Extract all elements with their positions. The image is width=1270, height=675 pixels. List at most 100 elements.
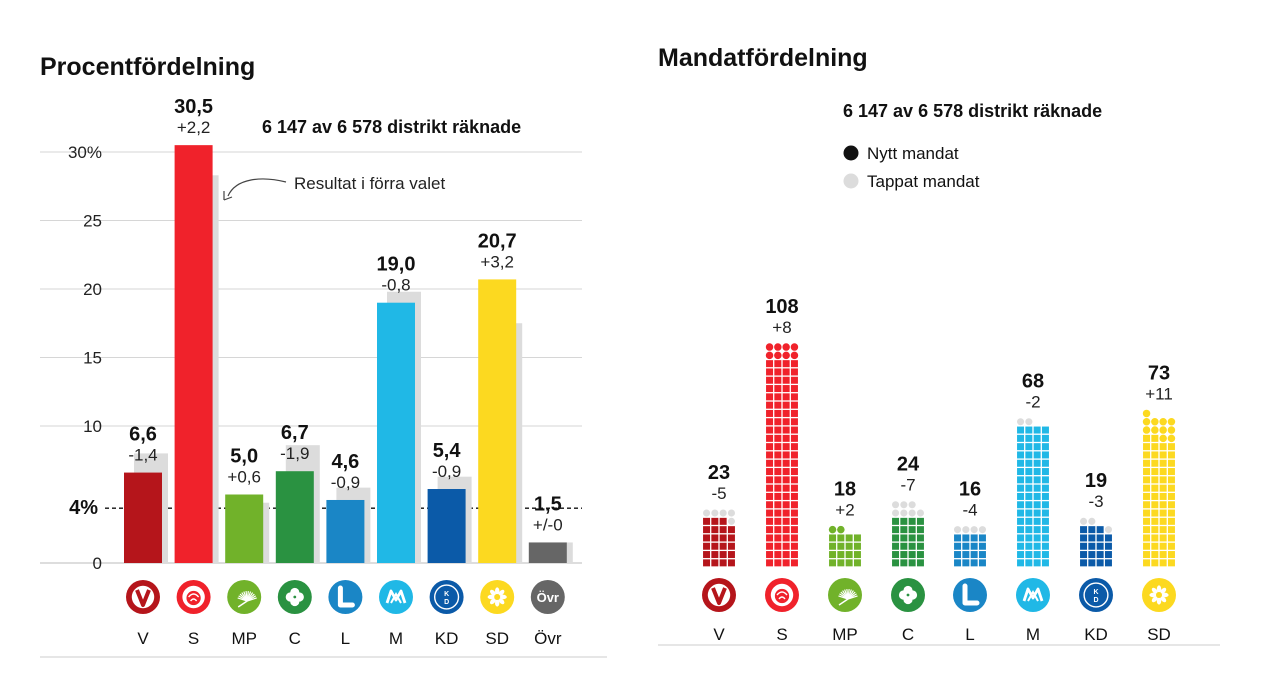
seat-value-MP: 18 — [834, 479, 856, 501]
seat-square-S — [790, 551, 798, 559]
seat-square-M — [1033, 509, 1041, 517]
lost-seat-dot-C — [908, 501, 916, 509]
value-label-KD: 5,4 — [433, 440, 462, 462]
seat-chart-title: Mandatfördelning — [658, 44, 868, 72]
change-label-V: -1,4 — [128, 446, 157, 465]
seat-x-label-SD: SD — [1147, 625, 1171, 644]
lost-seat-dot-L — [978, 526, 986, 534]
new-seat-dot-SD — [1142, 418, 1151, 426]
seat-square-S — [790, 401, 798, 409]
seat-square-S — [790, 542, 798, 550]
seat-square-SD — [1159, 468, 1167, 476]
seat-square-S — [782, 393, 790, 401]
seat-square-C — [892, 526, 900, 534]
seat-square-KD — [1088, 542, 1096, 550]
seat-square-C — [908, 559, 916, 567]
seat-square-S — [766, 368, 774, 376]
kd-logo-d: D — [1093, 597, 1098, 604]
seat-square-KD — [1080, 542, 1088, 550]
seat-square-S — [790, 484, 798, 492]
seat-square-SD — [1151, 559, 1159, 567]
percent-chart-subtitle: 6 147 av 6 578 distrikt räknade — [262, 117, 521, 137]
seat-square-M — [1033, 443, 1041, 451]
seat-square-S — [782, 542, 790, 550]
seat-square-V — [727, 559, 735, 567]
seat-square-C — [916, 534, 924, 542]
seat-square-M — [1033, 551, 1041, 559]
seat-square-C — [892, 534, 900, 542]
ovr-logo-icon: Övr — [530, 580, 565, 614]
seat-square-S — [766, 526, 774, 534]
seat-square-M — [1041, 434, 1049, 442]
x-label-L: L — [341, 629, 350, 648]
seat-square-SD — [1167, 501, 1175, 509]
seat-square-SD — [1159, 526, 1167, 534]
seat-square-M — [1041, 443, 1049, 451]
lost-seat-dot-V — [727, 509, 735, 517]
seat-square-V — [711, 534, 719, 542]
seat-square-L — [954, 542, 962, 550]
seat-square-L — [978, 534, 986, 542]
m-logo-icon-disc — [1016, 578, 1050, 612]
bar-S — [174, 145, 213, 563]
value-label-S: 30,5 — [174, 96, 213, 118]
seat-x-label-KD: KD — [1084, 625, 1108, 644]
seat-square-C — [908, 517, 916, 525]
seat-square-SD — [1159, 451, 1167, 459]
m-logo-inner — [390, 591, 402, 604]
lost-seat-dot-C — [900, 509, 908, 517]
seat-square-S — [774, 551, 782, 559]
seat-square-S — [790, 492, 798, 500]
new-seat-dot-MP — [828, 525, 837, 534]
seat-square-M — [1041, 542, 1049, 550]
seat-square-SD — [1159, 559, 1167, 567]
seat-square-S — [766, 434, 774, 442]
seat-square-MP — [837, 559, 845, 567]
seat-square-V — [727, 526, 735, 534]
seat-square-M — [1025, 451, 1033, 459]
m-logo-icon-disc — [379, 580, 413, 614]
sd-logo-petal — [1161, 592, 1169, 598]
seat-change-MP: +2 — [835, 501, 854, 520]
seat-square-S — [766, 509, 774, 517]
seat-square-SD — [1151, 526, 1159, 534]
seat-square-SD — [1167, 451, 1175, 459]
seat-square-M — [1017, 526, 1025, 534]
sd-logo-petal — [1151, 587, 1158, 594]
seat-square-KD — [1096, 542, 1104, 550]
seat-square-MP — [837, 551, 845, 559]
seat-square-S — [766, 459, 774, 467]
seat-square-C — [916, 526, 924, 534]
seat-change-M: -2 — [1025, 393, 1040, 412]
c-logo-leaf — [285, 592, 295, 602]
seat-square-S — [782, 451, 790, 459]
seat-square-SD — [1167, 517, 1175, 525]
seat-square-S — [790, 526, 798, 534]
seat-square-MP — [845, 559, 853, 567]
seat-square-C — [916, 559, 924, 567]
seat-square-MP — [853, 542, 861, 550]
bar-M — [377, 302, 415, 563]
seat-square-S — [774, 534, 782, 542]
seat-square-V — [711, 559, 719, 567]
seat-square-KD — [1088, 559, 1096, 567]
seat-square-V — [719, 517, 727, 525]
seat-square-KD — [1096, 534, 1104, 542]
seat-square-M — [1041, 492, 1049, 500]
seat-square-C — [900, 534, 908, 542]
lost-seat-dot-M — [1017, 418, 1025, 426]
seat-square-M — [1033, 492, 1041, 500]
seat-square-M — [1033, 534, 1041, 542]
seat-square-S — [790, 418, 798, 426]
seat-square-M — [1033, 451, 1041, 459]
s-rose-logo-icon — [765, 578, 799, 612]
seat-square-SD — [1167, 484, 1175, 492]
sd-flower-logo-icon — [480, 580, 515, 614]
seat-square-S — [782, 509, 790, 517]
change-label-L: -0,9 — [331, 473, 360, 492]
seat-square-S — [766, 501, 774, 509]
lost-seat-dot-KD — [1088, 517, 1096, 525]
seat-square-M — [1033, 426, 1041, 434]
new-seat-dot-SD — [1142, 426, 1151, 434]
